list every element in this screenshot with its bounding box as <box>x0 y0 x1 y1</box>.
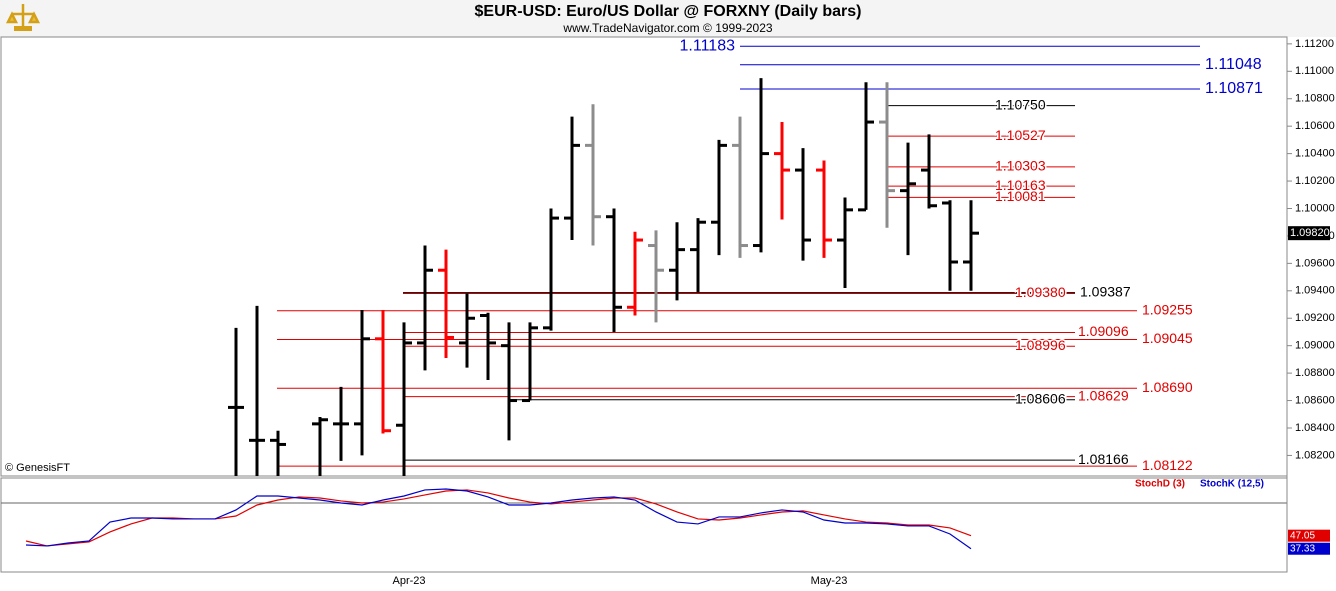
y-tick-label: 1.09200 <box>1295 312 1335 324</box>
axes: 1.08200 1.08400 1.08600 1.08800 1.09000 1.092… <box>392 36 1335 587</box>
level-label: 1.09255 <box>1142 301 1193 317</box>
chart-title: $EUR-USD: Euro/US Dollar @ FORXNY (Daily… <box>475 3 862 20</box>
y-tick-label: 1.10200 <box>1295 175 1335 187</box>
header-bg <box>0 0 1336 37</box>
y-tick-label: 1.11000 <box>1295 65 1334 77</box>
level-label: 1.10163 <box>995 177 1046 193</box>
level-label: 1.11183 <box>680 37 736 54</box>
level-label: 1.08629 <box>1078 387 1129 403</box>
level-label: 1.09045 <box>1142 330 1193 346</box>
level-label: 1.10527 <box>995 127 1046 143</box>
level-label: 1.08606 <box>1015 390 1066 406</box>
logo <box>5 4 41 31</box>
y-tick-label: 1.09600 <box>1295 257 1335 269</box>
chart-subtitle: www.TradeNavigator.com © 1999-2023 <box>562 21 772 35</box>
x-tick-label: May-23 <box>811 575 848 587</box>
y-tick-label: 1.09400 <box>1295 285 1335 297</box>
level-label: 1.11048 <box>1205 56 1262 73</box>
copyright-note: © GenesisFT <box>5 462 70 474</box>
y-tick-label: 1.08600 <box>1295 394 1335 406</box>
x-tick-label: Apr-23 <box>392 575 425 587</box>
y-tick-label: 1.10600 <box>1295 120 1335 132</box>
level-label: 1.09380 <box>1015 284 1066 300</box>
level-label: 1.08996 <box>1015 337 1066 353</box>
stoch-line <box>25 488 972 550</box>
last-price-box <box>1288 226 1330 241</box>
y-tick-label: 1.10400 <box>1295 148 1335 160</box>
last-value-box <box>1288 529 1330 542</box>
y-tick-label: 1.08400 <box>1295 422 1335 434</box>
level-label: 1.10303 <box>995 158 1046 174</box>
level-label: 1.09387 <box>1080 283 1131 299</box>
level-label: 1.10750 <box>995 96 1046 112</box>
last-value-label: 47.05 <box>1290 530 1315 541</box>
last-value-box <box>1288 542 1330 555</box>
level-label: 1.10081 <box>995 188 1046 204</box>
price-plot <box>228 45 1200 476</box>
level-label: 1.10871 <box>1205 80 1263 97</box>
y-tick-label: 1.10000 <box>1295 202 1335 214</box>
last-price-label: 1.09820 <box>1290 227 1330 239</box>
level-label: 1.08166 <box>1078 451 1129 467</box>
y-tick-label: 1.08200 <box>1295 449 1335 461</box>
legend-entry: StochD (3) <box>1135 479 1185 490</box>
y-tick-label: 1.11200 <box>1295 38 1334 50</box>
last-value-label: 37.33 <box>1290 543 1315 554</box>
y-tick-label: 1.10800 <box>1295 93 1335 105</box>
legend-entry: StochK (12,5) <box>1200 479 1264 490</box>
y-tick-label: 1.08800 <box>1295 367 1335 379</box>
stoch-plot <box>25 488 972 550</box>
y-tick-label: 1.09000 <box>1295 340 1335 352</box>
level-label: 1.08690 <box>1142 379 1193 395</box>
level-label: 1.08122 <box>1142 457 1193 473</box>
level-label: 1.09096 <box>1078 323 1129 339</box>
